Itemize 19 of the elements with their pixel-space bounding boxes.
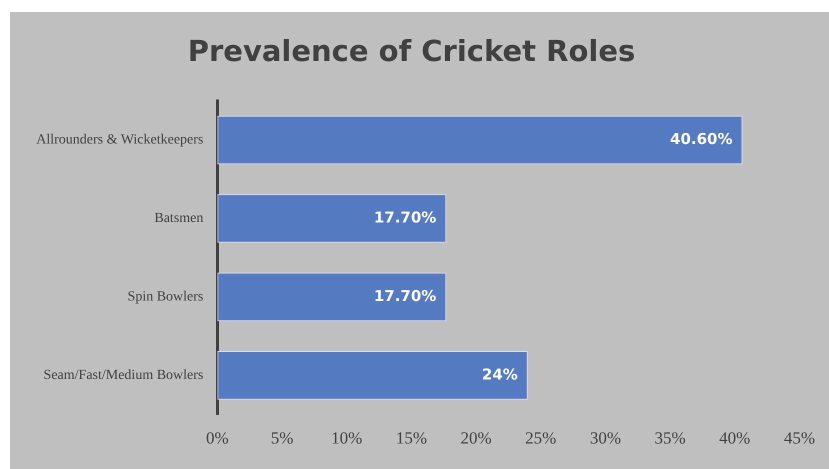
data-label: 24% [482,365,518,384]
data-label: 17.70% [374,208,436,226]
x-tick-label: 35% [654,428,686,448]
x-tick-label: 20% [460,428,492,448]
y-tick-label: Allrounders & Wicketkeepers [36,132,204,148]
x-tick-label: 10% [331,428,362,448]
x-tick-label: 5% [270,428,294,448]
data-label: 40.60% [670,130,733,148]
y-tick-label: Seam/Fast/Medium Bowlers [44,368,204,384]
y-tick-label: Batsmen [154,211,204,226]
y-tick-label: Spin Bowlers [128,290,204,305]
x-tick-label: 0% [206,428,229,448]
data-label: 17.70% [374,286,436,305]
x-tick-label: 15% [396,428,427,448]
chart-title: Prevalence of Cricket Roles [188,34,636,68]
x-tick-label: 30% [590,428,621,448]
x-tick-label: 45% [784,428,816,448]
x-tick-label: 25% [525,428,556,448]
x-tick-label: 40% [719,428,750,448]
